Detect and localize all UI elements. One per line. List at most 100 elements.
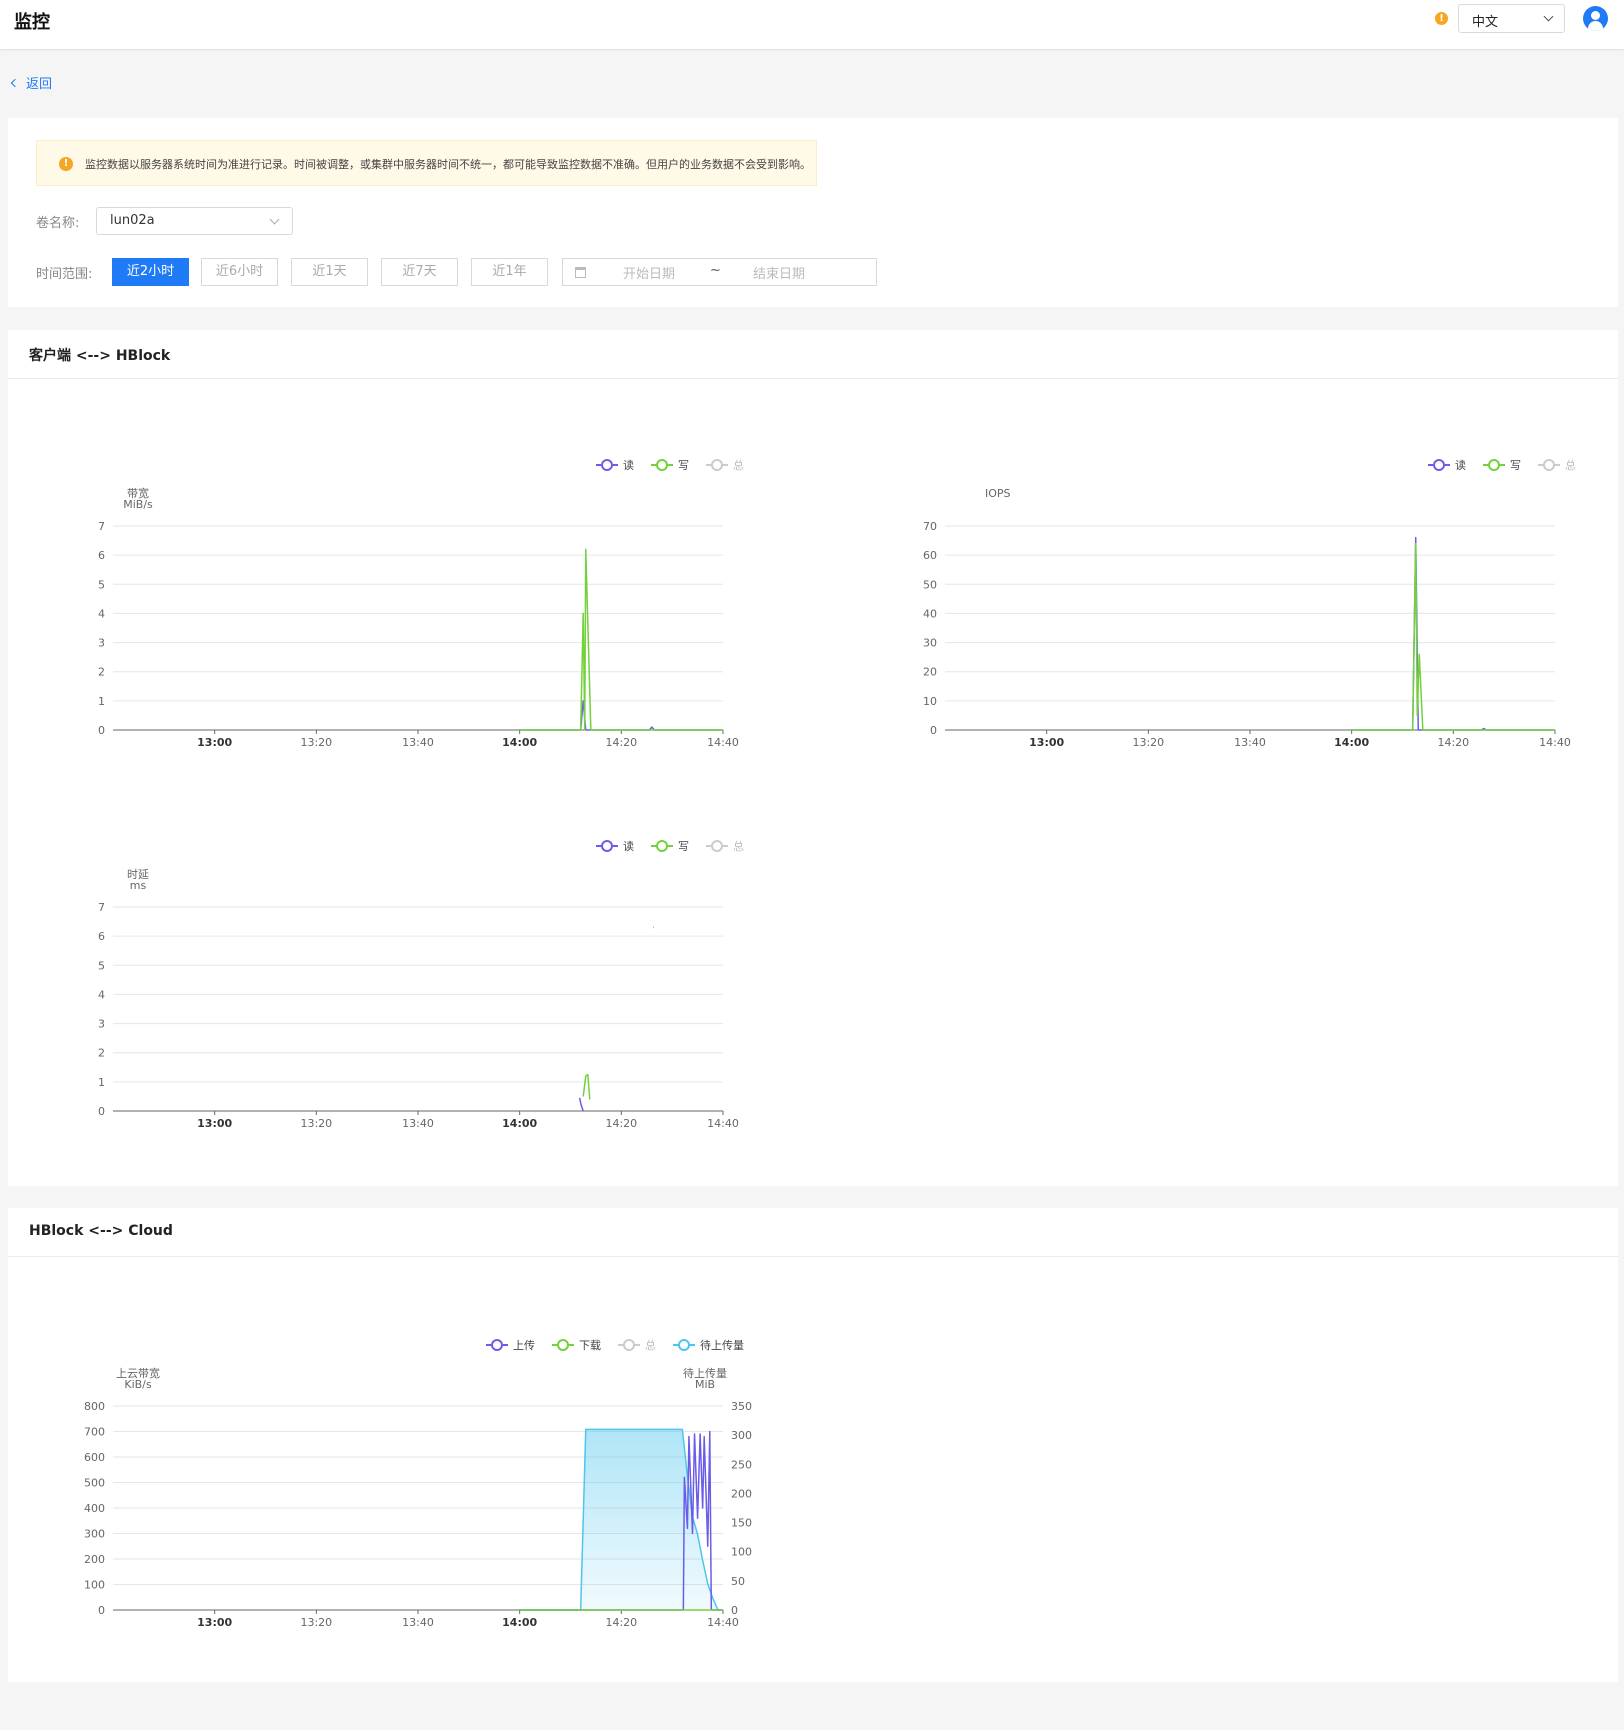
- legend-label: 待上传量: [700, 1338, 744, 1352]
- y2-tick-label: 350: [731, 1400, 752, 1413]
- x-tick-label: 13:00: [197, 1117, 232, 1130]
- back-link[interactable]: 返回: [10, 73, 53, 92]
- x-tick-label: 13:00: [1029, 736, 1064, 749]
- back-label: 返回: [26, 77, 53, 92]
- x-tick-label: 14:40: [1539, 736, 1571, 749]
- y-tick-label: 0: [930, 724, 937, 737]
- legend-item[interactable]: 总: [1538, 458, 1576, 472]
- divider: [8, 378, 1618, 379]
- y-tick-label: 3: [98, 637, 105, 650]
- range-separator: ~: [710, 263, 721, 278]
- section-title-cloud: HBlock <--> Cloud: [29, 1223, 173, 1239]
- y-axis-unit: ms: [130, 879, 147, 892]
- y-tick-label: 7: [98, 520, 105, 533]
- y2-tick-label: 0: [731, 1604, 738, 1617]
- legend-item[interactable]: 写: [1483, 459, 1521, 472]
- legend-item[interactable]: 总: [706, 458, 744, 472]
- series-line: [578, 1097, 584, 1112]
- legend-label: 总: [1565, 458, 1576, 472]
- volume-value: lun02a: [110, 213, 155, 228]
- client-hblock-panel: 客户端 <--> HBlock 读写总带宽 MiB/s 0 1 2 3 4 5 6 7 13:00 1…: [8, 330, 1618, 1186]
- legend-label: 总: [645, 1338, 656, 1352]
- legend-item[interactable]: 总: [706, 839, 744, 853]
- y-axis-title: 带宽: [127, 486, 149, 500]
- legend-label: 写: [678, 840, 689, 853]
- x-tick-label: 13:40: [1234, 736, 1266, 749]
- y-tick-label: 6: [98, 930, 105, 943]
- y-tick-label: 50: [923, 578, 937, 591]
- x-tick-label: 14:00: [502, 1117, 537, 1130]
- legend-item[interactable]: 总: [618, 1338, 656, 1352]
- range-button-1y[interactable]: 近1年: [471, 258, 548, 286]
- legend-label: 写: [1510, 459, 1521, 472]
- y-tick-label: 20: [923, 666, 937, 679]
- y2-axis-unit: MiB: [695, 1378, 715, 1391]
- y-tick-label: 300: [84, 1528, 105, 1541]
- y-axis-unit: KiB/s: [124, 1378, 152, 1391]
- user-avatar-icon[interactable]: [1583, 6, 1608, 31]
- end-date-input[interactable]: 结束日期: [753, 267, 806, 282]
- x-tick-label: 14:40: [707, 1117, 739, 1130]
- volume-select[interactable]: lun02a: [96, 207, 293, 235]
- y-tick-label: 200: [84, 1553, 105, 1566]
- alert-icon[interactable]: !: [1435, 12, 1448, 25]
- y-tick-label: 0: [98, 724, 105, 737]
- y2-tick-label: 200: [731, 1487, 752, 1500]
- y-tick-label: 40: [923, 607, 937, 620]
- top-bar: 监控 ! 中文: [0, 0, 1624, 50]
- range-button-2h[interactable]: 近2小时: [112, 258, 189, 286]
- x-tick-label: 13:20: [300, 1616, 332, 1629]
- range-button-1d[interactable]: 近1天: [291, 258, 368, 286]
- y-tick-label: 600: [84, 1451, 105, 1464]
- range-button-6h[interactable]: 近6小时: [201, 258, 278, 286]
- x-tick-label: 13:20: [300, 1117, 332, 1130]
- legend-item[interactable]: 读: [1428, 458, 1466, 472]
- y-axis-title: 时延: [127, 868, 149, 881]
- legend-label: 总: [733, 839, 744, 853]
- y2-axis-title: 待上传量: [683, 1366, 727, 1380]
- y-tick-label: 2: [98, 666, 105, 679]
- legend-item[interactable]: 写: [651, 459, 689, 472]
- notice-banner: ! 监控数据以服务器系统时间为准进行记录。时间被调整，或集群中服务器时间不统一，…: [36, 140, 817, 186]
- range-button-7d[interactable]: 近7天: [381, 258, 458, 286]
- series-area: [519, 1429, 723, 1610]
- x-tick-label: 14:40: [707, 736, 739, 749]
- series-line: [519, 548, 723, 731]
- y-tick-label: 7: [98, 901, 105, 914]
- volume-label: 卷名称:: [36, 216, 80, 231]
- x-tick-label: 14:00: [502, 736, 537, 749]
- legend-label: 读: [623, 839, 634, 853]
- x-tick-label: 14:00: [502, 1616, 537, 1629]
- x-tick-label: 13:40: [402, 736, 434, 749]
- date-range-picker[interactable]: 开始日期 ~ 结束日期: [562, 258, 877, 286]
- notice-text: 监控数据以服务器系统时间为准进行记录。时间被调整，或集群中服务器时间不统一，都可…: [85, 158, 811, 171]
- language-select[interactable]: 中文: [1458, 4, 1565, 33]
- y-tick-label: 6: [98, 549, 105, 562]
- x-tick-label: 14:40: [707, 1616, 739, 1629]
- y-axis-title: 上云带宽: [116, 1366, 160, 1380]
- y-tick-label: 30: [923, 637, 937, 650]
- y2-tick-label: 100: [731, 1546, 752, 1559]
- legend-label: 上传: [513, 1339, 535, 1352]
- legend-item[interactable]: 读: [596, 458, 634, 472]
- legend-item[interactable]: 写: [651, 840, 689, 853]
- legend-item[interactable]: 待上传量: [673, 1338, 744, 1352]
- legend-label: 下载: [579, 1339, 601, 1352]
- legend-item[interactable]: 下载: [552, 1339, 601, 1352]
- x-tick-label: 14:20: [605, 1616, 637, 1629]
- series-line: [1351, 542, 1555, 731]
- section-title-client: 客户端 <--> HBlock: [29, 348, 171, 364]
- y-tick-label: 700: [84, 1426, 105, 1439]
- x-tick-label: 13:20: [300, 736, 332, 749]
- y2-tick-label: 250: [731, 1458, 752, 1471]
- legend-item[interactable]: 读: [596, 839, 634, 853]
- start-date-input[interactable]: 开始日期: [623, 267, 676, 282]
- chevron-left-icon: [10, 78, 20, 88]
- y-tick-label: 100: [84, 1579, 105, 1592]
- calendar-icon: [575, 267, 586, 278]
- series-line: [519, 700, 723, 731]
- y-tick-label: 800: [84, 1400, 105, 1413]
- legend-item[interactable]: 上传: [486, 1339, 535, 1352]
